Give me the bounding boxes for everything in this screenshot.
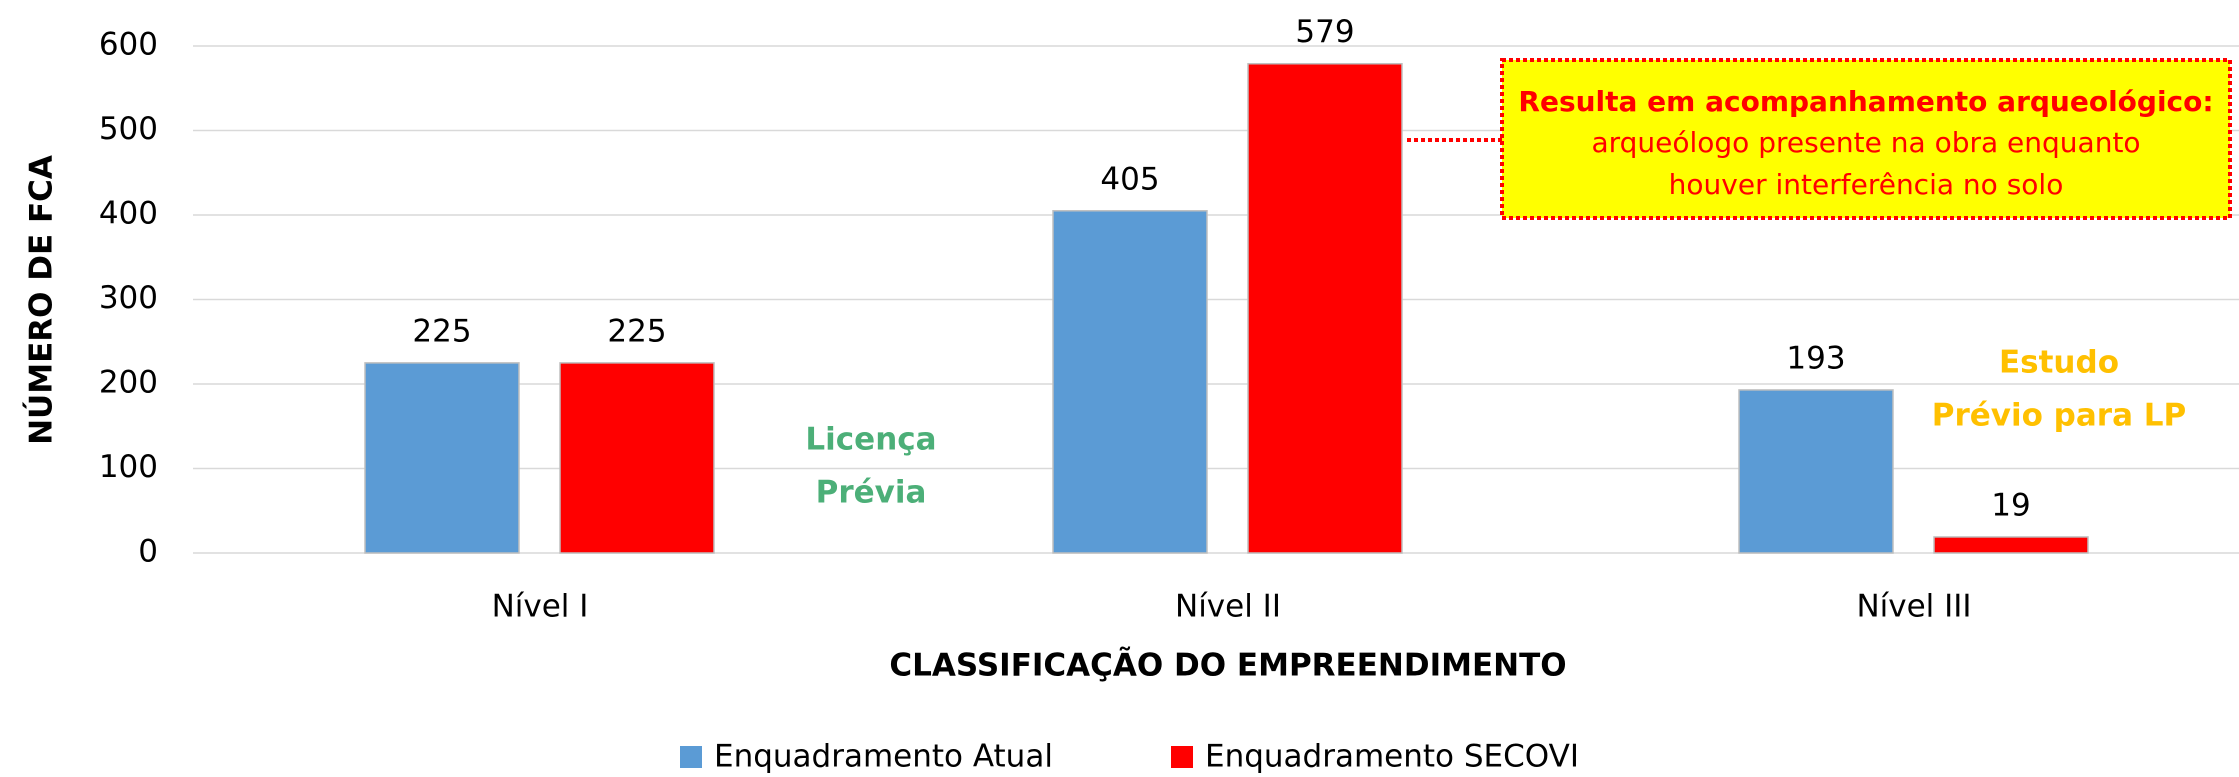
x-tick-label: Nível I [492, 589, 589, 625]
x-tick-label: Nível III [1856, 589, 1971, 625]
bar [559, 362, 715, 554]
value-label: 225 [412, 313, 471, 349]
y-tick-label: 500 [99, 111, 158, 147]
y-tick-label: 300 [99, 280, 158, 316]
value-label: 193 [1786, 340, 1845, 376]
value-label: 405 [1100, 161, 1159, 197]
value-label: 225 [607, 313, 666, 349]
x-tick-label: Nível II [1175, 589, 1281, 625]
y-axis-title: NÚMERO DE FCA [23, 155, 60, 445]
y-tick-label: 600 [99, 27, 158, 63]
annotation: Prévio para LP [1932, 398, 2187, 434]
y-tick-label: 100 [99, 449, 158, 485]
annotation: houver interferência no solo [1669, 168, 2064, 201]
y-tick-label: 0 [138, 534, 158, 570]
y-tick-label: 400 [99, 196, 158, 232]
legend-label: Enquadramento Atual [714, 739, 1053, 775]
legend-swatch [1171, 746, 1193, 768]
annotation: arqueólogo presente na obra enquanto [1591, 126, 2140, 159]
x-axis-title: CLASSIFICAÇÃO DO EMPREENDIMENTO [889, 647, 1566, 684]
annotation-box [1500, 58, 2232, 220]
annotation: Licença [805, 422, 936, 458]
legend-label: Enquadramento SECOVI [1205, 739, 1579, 775]
bar [1933, 536, 2089, 554]
bar [1738, 389, 1894, 554]
legend-swatch [680, 746, 702, 768]
y-tick-label: 200 [99, 365, 158, 401]
value-label: 19 [1991, 487, 2030, 523]
bar [364, 362, 520, 554]
bar [1247, 62, 1403, 554]
annotation: Resulta em acompanhamento arqueológico: [1518, 85, 2213, 118]
value-label: 579 [1295, 14, 1354, 50]
annotation: Estudo [1999, 345, 2119, 381]
annotation: Prévia [816, 475, 927, 511]
bar [1052, 210, 1208, 554]
